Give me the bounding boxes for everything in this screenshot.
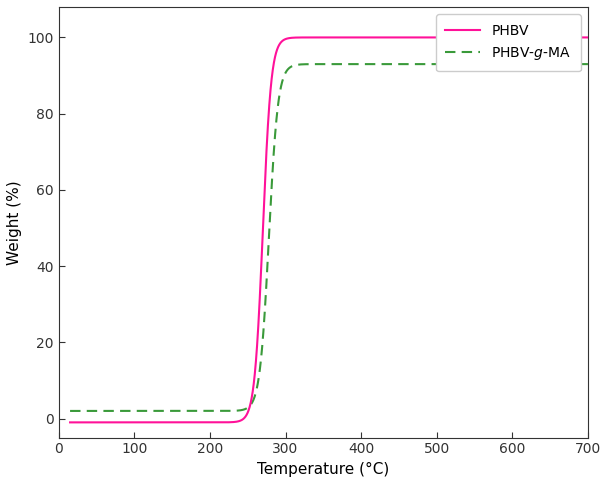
PHBV (403, 34, 410, 40)
PHBV (161, 420, 168, 425)
PHBV-$g$-MA (264, 253, 272, 259)
PHBV-$g$-MA (403, 61, 410, 67)
PHBV (264, 122, 272, 128)
PHBV (584, 34, 592, 40)
PHBV (492, 34, 500, 40)
PHBV-$g$-MA (492, 61, 500, 67)
Line: PHBV-$g$-MA: PHBV-$g$-MA (70, 64, 588, 411)
PHBV-$g$-MA (377, 61, 384, 67)
PHBV-$g$-MA (435, 61, 443, 67)
PHBV (66, 420, 74, 425)
PHBV (415, 34, 422, 40)
PHBV-$g$-MA (453, 61, 460, 67)
PHBV (453, 34, 460, 40)
PHBV (377, 34, 384, 40)
PHBV-$g$-MA (161, 408, 168, 414)
Y-axis label: Weight (%): Weight (%) (7, 180, 22, 265)
PHBV-$g$-MA (66, 408, 74, 414)
Legend: PHBV, PHBV-$g$-MA: PHBV, PHBV-$g$-MA (436, 14, 581, 71)
PHBV-$g$-MA (584, 61, 592, 67)
X-axis label: Temperature (°C): Temperature (°C) (257, 462, 390, 477)
Line: PHBV: PHBV (70, 37, 588, 423)
